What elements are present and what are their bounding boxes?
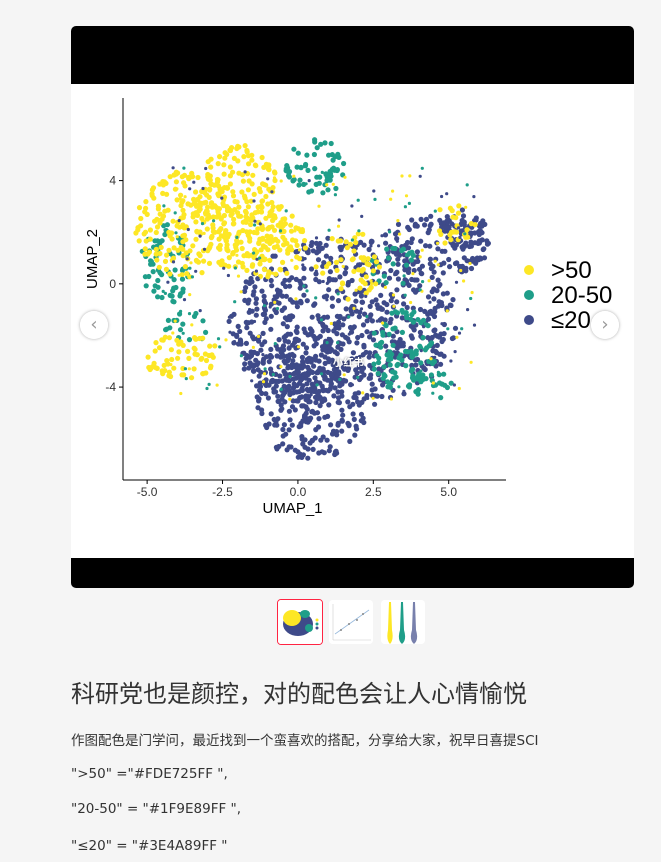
y-axis-label: UMAP_2 — [84, 229, 101, 289]
x-axis-label: UMAP_1 — [262, 500, 322, 517]
legend-key — [524, 290, 534, 300]
prev-image-button[interactable]: ‹ — [80, 311, 108, 339]
chevron-right-icon: › — [601, 314, 609, 335]
umap-scatter-plot: -5.0 -2.5 0.0 2.5 5.0 4 0 -4 UMAP_1 UMAP_2 >5020-… — [84, 98, 612, 517]
post-line: ">50" ="#FDE725FF ", — [71, 766, 228, 782]
image-viewer: -5.0 -2.5 0.0 2.5 5.0 4 0 -4 UMAP_1 UMAP_2 >50 20-… — [71, 26, 634, 588]
next-image-button[interactable]: › — [591, 311, 619, 339]
chart-axes: -5.0 -2.5 0.0 2.5 5.0 4 0 -4 UMAP_1 UMAP_2 — [84, 98, 506, 517]
legend-key — [524, 315, 534, 325]
y-tick-label: 4 — [109, 174, 116, 188]
x-tick-label: 0.0 — [290, 485, 307, 499]
watermark: 小红书 — [333, 358, 365, 369]
scatter-points — [133, 137, 491, 461]
post-title: 科研党也是颜控，对的配色会让人心情愉悦 — [71, 680, 527, 708]
scatter-points — [133, 137, 491, 461]
chart-slide: -5.0 -2.5 0.0 2.5 5.0 4 0 -4 UMAP_1 UMAP_2 >50 20-… — [71, 84, 634, 558]
x-tick-label: -5.0 — [137, 485, 158, 499]
legend-key — [524, 265, 534, 275]
thumbnail-violin[interactable] — [381, 600, 425, 644]
x-tick-label: -2.5 — [212, 485, 233, 499]
post-line: "≤20" = "#3E4A89FF " — [71, 838, 228, 854]
legend-label: >50 — [551, 257, 592, 284]
post-line: 作图配色是门学问，最近找到一个蛮喜欢的搭配，分享给大家，祝早日喜提SCI — [71, 733, 539, 749]
x-tick-label: 2.5 — [365, 485, 382, 499]
legend-label: 20-50 — [551, 282, 612, 309]
chevron-left-icon: ‹ — [90, 314, 98, 335]
thumbnail-umap[interactable] — [277, 599, 323, 645]
y-tick-label: -4 — [105, 380, 116, 394]
legend-label: ≤20 — [551, 307, 591, 334]
scatter-sprinkle — [161, 166, 477, 401]
post-line: "20-50" = "#1F9E89FF ", — [71, 801, 242, 817]
y-tick-label: 0 — [109, 277, 116, 291]
x-tick-label: 5.0 — [440, 485, 457, 499]
thumbnail-strip — [277, 599, 427, 646]
thumbnail-scatter[interactable] — [329, 600, 373, 644]
